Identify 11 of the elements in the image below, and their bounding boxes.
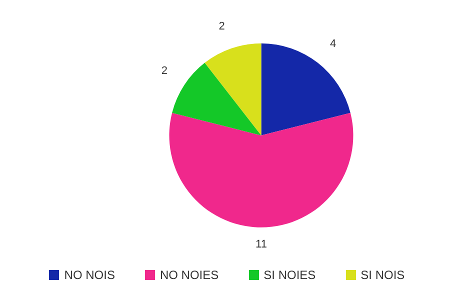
legend-label: SI NOIES: [264, 268, 316, 282]
data-label: 2: [161, 65, 168, 78]
data-label: 11: [256, 238, 267, 250]
pie-slice: [169, 112, 354, 228]
data-label: 2: [218, 20, 225, 32]
data-label: 4: [330, 38, 336, 50]
legend-label: NO NOIES: [160, 268, 219, 282]
pie-slice: [172, 62, 262, 136]
legend-label: NO NOIS: [64, 268, 115, 282]
legend-label: SI NOIS: [360, 268, 405, 282]
pie-slice: [204, 43, 262, 136]
